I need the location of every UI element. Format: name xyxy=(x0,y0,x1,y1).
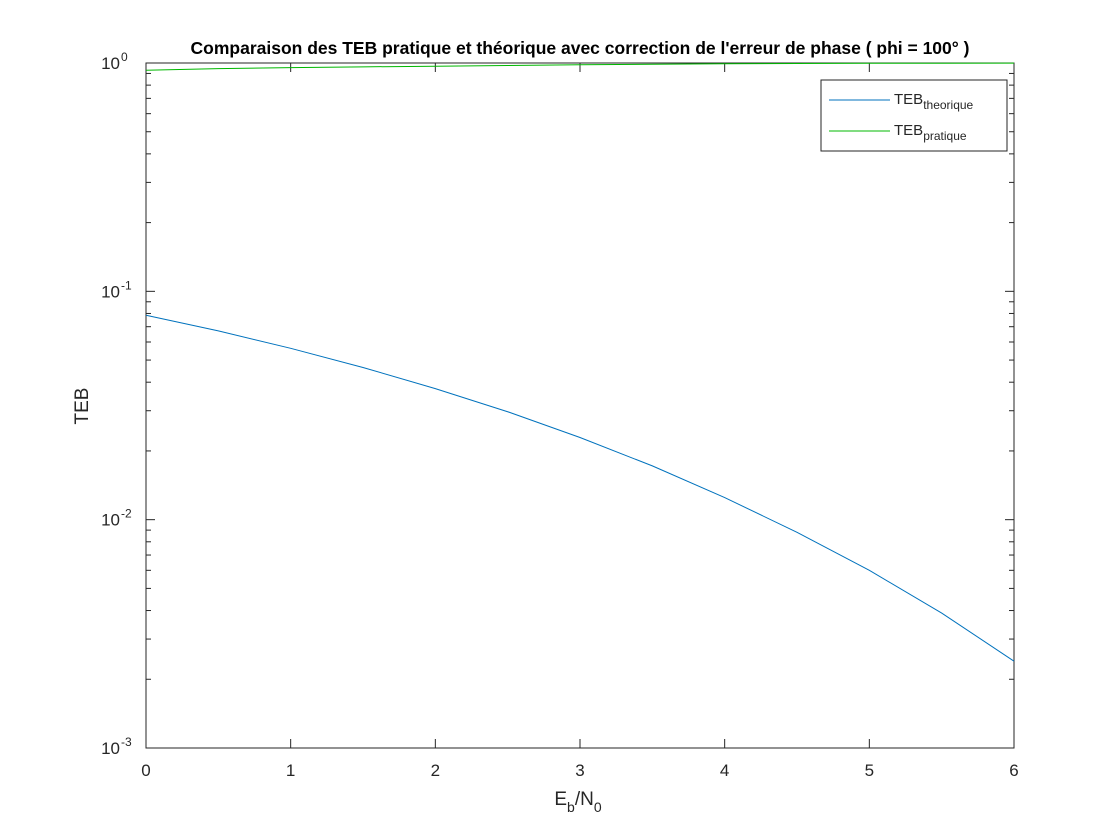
x-tick-label: 6 xyxy=(1009,761,1018,780)
legend-box xyxy=(820,79,1008,152)
x-axis-label-mid: /N xyxy=(575,789,594,810)
series-line-theorique xyxy=(145,314,1015,662)
legend-label-pratique: TEBpratique xyxy=(894,122,967,143)
y-axis-label: TEB xyxy=(72,388,93,425)
x-tick-label: 1 xyxy=(286,761,295,780)
x-tick-label: 3 xyxy=(575,761,584,780)
x-tick-label: 5 xyxy=(865,761,874,780)
chart-title: Comparaison des TEB pratique et théoriqu… xyxy=(191,38,970,58)
x-axis-label-sub1: b xyxy=(567,799,575,815)
x-tick-label: 2 xyxy=(431,761,440,780)
plot-area xyxy=(145,62,1015,749)
series-line-pratique xyxy=(145,62,1015,71)
x-tick-label: 0 xyxy=(141,761,150,780)
x-axis-label-main: E xyxy=(554,789,567,810)
legend: TEBtheorique TEBpratique xyxy=(820,79,1008,152)
x-axis-label: Eb/N0 xyxy=(554,789,601,815)
x-axis-label-sub2: 0 xyxy=(594,799,602,815)
x-tick-label: 4 xyxy=(720,761,729,780)
axis-ticks xyxy=(145,62,1015,749)
series-lines xyxy=(145,62,1015,662)
legend-label-theorique: TEBtheorique xyxy=(894,91,974,112)
